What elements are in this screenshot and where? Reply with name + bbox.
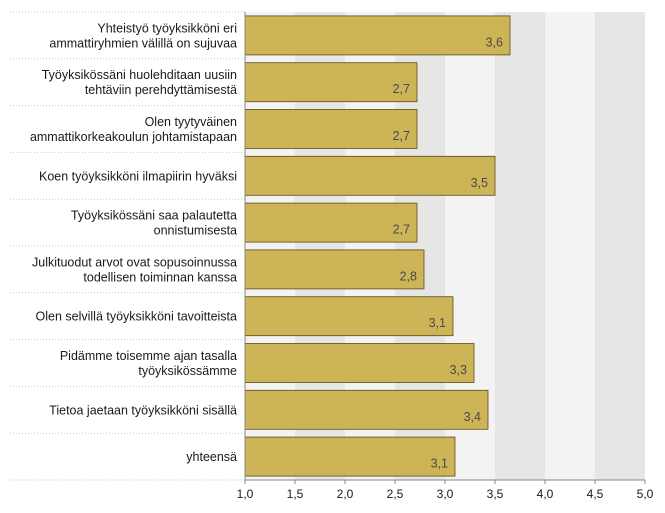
category-label-line: Olen tyytyväinen (145, 115, 237, 129)
bars (244, 15, 511, 477)
category-label: Julkituodut arvot ovat sopusoinnussatode… (32, 255, 237, 284)
x-tick-label: 2,0 (337, 487, 354, 501)
category-label-line: Pidämme toisemme ajan tasalla (60, 349, 237, 363)
category-label: Olen selvillä työyksikköni tavoitteista (36, 310, 238, 324)
category-label: yhteensä (186, 450, 237, 464)
grid-band (595, 12, 645, 480)
x-tick-label: 1,0 (237, 487, 254, 501)
category-label-line: Koen työyksikköni ilmapiirin hyväksi (39, 169, 237, 183)
category-label: Työyksikössäni saa palautettaonnistumise… (71, 209, 237, 238)
bar (244, 436, 456, 477)
value-label: 3,5 (471, 176, 488, 190)
x-axis: 1,0 1,5 2,0 2,5 3,0 3,5 4,0 4,5 5,0 (237, 12, 654, 501)
grid-band (545, 12, 595, 480)
category-label-line: onnistumisesta (154, 224, 237, 238)
category-label-line: ammattikorkeakoulun johtamistapaan (30, 130, 237, 144)
value-label: 2,8 (400, 269, 417, 283)
bar (244, 296, 454, 337)
value-label: 2,7 (393, 223, 410, 237)
value-label: 3,1 (431, 457, 448, 471)
x-tick-label: 4,0 (537, 487, 554, 501)
x-tick-label: 3,5 (487, 487, 504, 501)
bar (244, 389, 489, 430)
category-label-line: työyksikössämme (138, 364, 237, 378)
category-label-line: Olen selvillä työyksikköni tavoitteista (36, 310, 238, 324)
category-label-line: Tietoa jaetaan työyksikköni sisällä (49, 403, 237, 417)
value-label: 3,3 (450, 363, 467, 377)
bar (244, 155, 496, 196)
value-label: 3,1 (429, 316, 446, 330)
x-tick-label: 1,5 (287, 487, 304, 501)
category-label-line: tehtäviin perehdyttämisestä (85, 83, 237, 97)
category-label: Tietoa jaetaan työyksikköni sisällä (49, 403, 237, 417)
value-label: 3,6 (486, 35, 503, 49)
grid-band (495, 12, 545, 480)
bar (244, 15, 511, 56)
category-label: Työyksikössäni huolehditaan uusiintehtäv… (42, 68, 237, 97)
category-label: Pidämme toisemme ajan tasallatyöyksiköss… (60, 349, 237, 378)
x-tick-label: 5,0 (637, 487, 654, 501)
bar (244, 62, 418, 103)
category-label-line: ammattiryhmien välillä on sujuvaa (49, 36, 237, 50)
category-label-line: yhteensä (186, 450, 237, 464)
category-label-line: Työyksikössäni saa palautetta (71, 209, 237, 223)
category-label-line: Yhteistyö työyksikköni eri (97, 21, 237, 35)
value-label: 2,7 (393, 129, 410, 143)
bar (244, 202, 418, 243)
value-label: 3,4 (464, 410, 481, 424)
bar (244, 249, 425, 290)
category-label-line: Julkituodut arvot ovat sopusoinnussa (32, 255, 237, 269)
category-label-line: Työyksikössäni huolehditaan uusiin (42, 68, 237, 82)
value-label: 2,7 (393, 82, 410, 96)
x-tick-label: 2,5 (387, 487, 404, 501)
category-label-line: todellisen toiminnan kanssa (83, 270, 237, 284)
x-tick-label: 3,0 (437, 487, 454, 501)
bar (244, 109, 418, 149)
bar (244, 343, 475, 383)
category-labels: Yhteistyö työyksikköni eriammattiryhmien… (30, 21, 237, 464)
category-label: Yhteistyö työyksikköni eriammattiryhmien… (49, 21, 237, 50)
value-labels: 3,6 2,7 2,7 3,5 2,7 2,8 3,1 3,3 3,4 3,1 (393, 35, 503, 470)
category-label: Koen työyksikköni ilmapiirin hyväksi (39, 169, 237, 183)
category-separators (10, 11, 245, 481)
x-tick-label: 4,5 (587, 487, 604, 501)
